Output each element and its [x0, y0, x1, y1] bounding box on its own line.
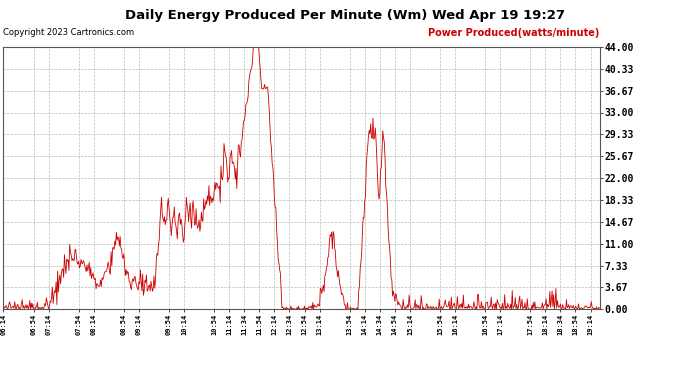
Text: Copyright 2023 Cartronics.com: Copyright 2023 Cartronics.com	[3, 28, 135, 37]
Text: Daily Energy Produced Per Minute (Wm) Wed Apr 19 19:27: Daily Energy Produced Per Minute (Wm) We…	[125, 9, 565, 22]
Text: Power Produced(watts/minute): Power Produced(watts/minute)	[428, 28, 599, 38]
